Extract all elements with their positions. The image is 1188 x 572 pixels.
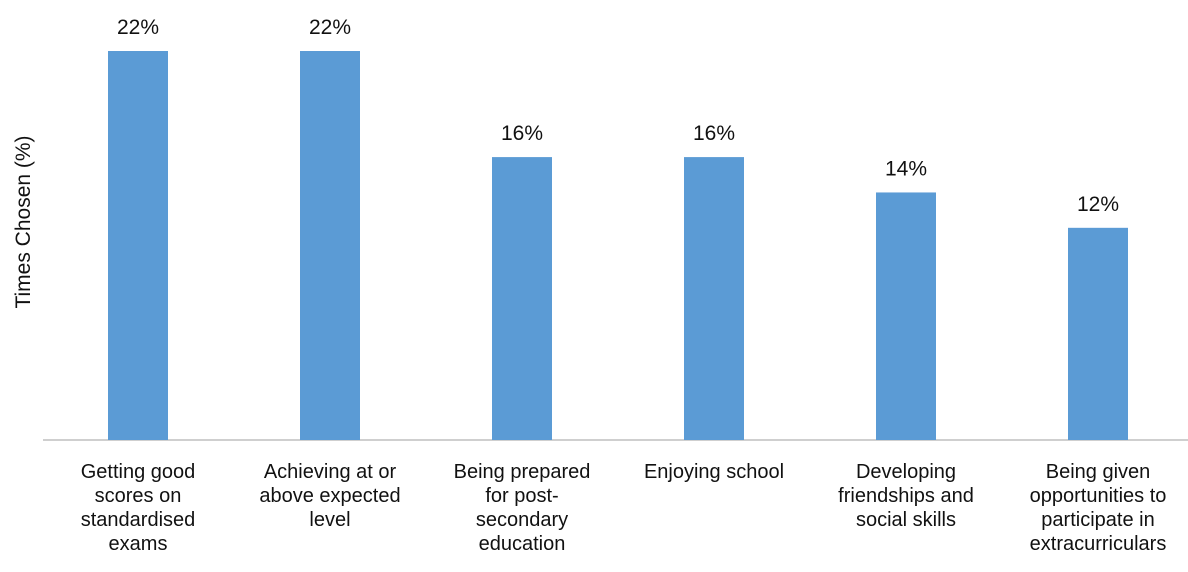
bar-6 <box>1068 227 1128 440</box>
x-category-line: Enjoying school <box>643 461 785 483</box>
x-category-line: extracurriculars <box>1029 533 1167 555</box>
x-category-line: secondary <box>475 509 569 531</box>
bar-2 <box>300 51 360 440</box>
x-category-line: social skills <box>855 509 957 531</box>
data-label-2: 22% <box>309 16 351 39</box>
bars-group <box>108 51 1128 440</box>
data-label-6: 12% <box>1077 193 1119 216</box>
data-label-5: 14% <box>885 157 927 180</box>
y-axis-label: Times Chosen (%) <box>12 135 35 309</box>
data-label-4: 16% <box>693 122 735 145</box>
x-category-line: opportunities to <box>1029 485 1167 507</box>
data-label-3: 16% <box>501 122 543 145</box>
x-category-line: friendships and <box>838 485 974 507</box>
x-category-label-1: Getting good scores on standardised exams <box>50 460 226 556</box>
data-label-1: 22% <box>117 16 159 39</box>
x-category-line: level <box>309 509 351 531</box>
x-category-label-6: Being given opportunities to participate i… <box>1010 460 1186 556</box>
x-category-line: participate in <box>1041 509 1155 531</box>
x-category-line: education <box>478 533 566 555</box>
data-labels-group: 22% 22% 16% 16% 14% 12% <box>117 16 1119 216</box>
x-category-line: exams <box>108 533 168 555</box>
x-category-line: Getting good <box>80 461 196 483</box>
x-category-label-4: Enjoying school <box>626 460 802 484</box>
x-category-label-2: Achieving at or above expected level <box>242 460 418 532</box>
bar-4 <box>684 157 744 440</box>
x-category-label-5: Developing friendships and social skills <box>818 460 994 532</box>
bar-1 <box>108 51 168 440</box>
x-category-line: above expected <box>259 485 401 507</box>
x-category-label-3: Being prepared for post-secondary educatio… <box>434 460 610 556</box>
x-category-line: Developing <box>855 461 957 483</box>
x-category-line: Achieving at or <box>263 461 397 483</box>
bar-5 <box>876 192 936 440</box>
bar-3 <box>492 157 552 440</box>
x-category-line: for post- <box>485 485 559 507</box>
x-category-line: standardised <box>80 509 196 531</box>
x-category-line: Being given <box>1045 461 1151 483</box>
x-category-line: scores on <box>94 485 182 507</box>
x-category-line: Being prepared <box>453 461 591 483</box>
